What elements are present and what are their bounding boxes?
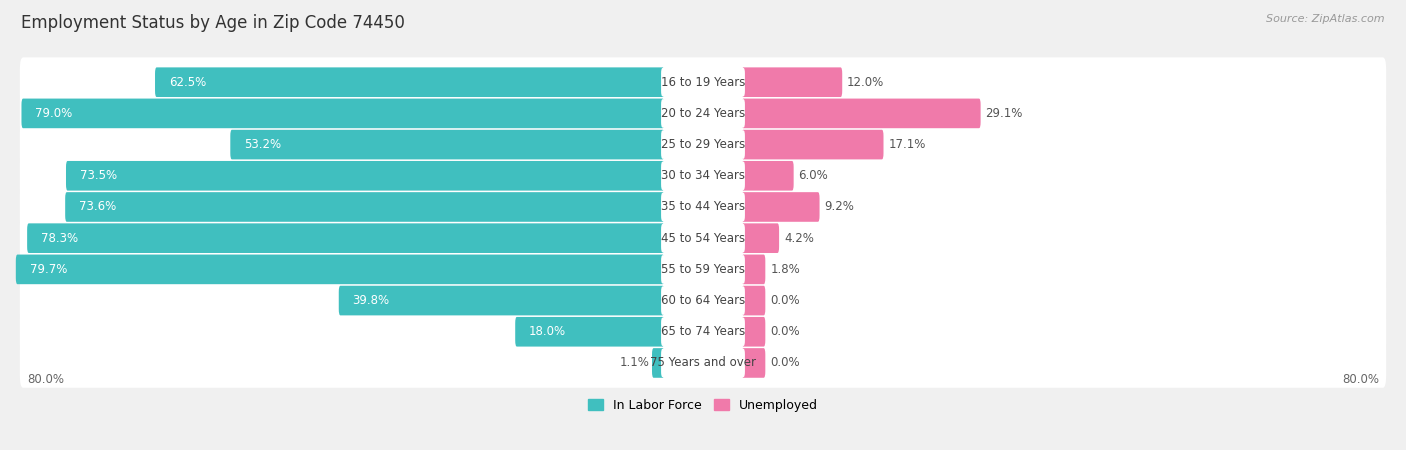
Text: 1.1%: 1.1% [620,356,650,369]
FancyBboxPatch shape [27,223,664,253]
Text: 80.0%: 80.0% [1341,374,1379,387]
FancyBboxPatch shape [742,161,793,191]
FancyBboxPatch shape [155,68,664,97]
FancyBboxPatch shape [231,130,664,159]
FancyBboxPatch shape [20,89,1386,138]
FancyBboxPatch shape [21,99,664,128]
FancyBboxPatch shape [742,192,820,222]
Text: 55 to 59 Years: 55 to 59 Years [661,263,745,276]
FancyBboxPatch shape [661,193,745,221]
Text: 79.7%: 79.7% [30,263,67,276]
Text: 12.0%: 12.0% [846,76,884,89]
Text: 53.2%: 53.2% [245,138,281,151]
Text: 35 to 44 Years: 35 to 44 Years [661,201,745,213]
Text: 18.0%: 18.0% [529,325,567,338]
FancyBboxPatch shape [20,58,1386,107]
Text: 25 to 29 Years: 25 to 29 Years [661,138,745,151]
FancyBboxPatch shape [742,348,765,378]
Text: 39.8%: 39.8% [353,294,389,307]
FancyBboxPatch shape [742,99,980,128]
Text: Source: ZipAtlas.com: Source: ZipAtlas.com [1267,14,1385,23]
FancyBboxPatch shape [742,255,765,284]
Text: 20 to 24 Years: 20 to 24 Years [661,107,745,120]
Text: 62.5%: 62.5% [169,76,207,89]
FancyBboxPatch shape [661,224,745,252]
Text: 17.1%: 17.1% [889,138,925,151]
Text: 79.0%: 79.0% [35,107,73,120]
FancyBboxPatch shape [652,348,664,378]
FancyBboxPatch shape [339,286,664,315]
FancyBboxPatch shape [661,349,745,377]
Text: 6.0%: 6.0% [799,169,828,182]
Text: Employment Status by Age in Zip Code 74450: Employment Status by Age in Zip Code 744… [21,14,405,32]
Legend: In Labor Force, Unemployed: In Labor Force, Unemployed [588,399,818,412]
Text: 73.5%: 73.5% [80,169,117,182]
Text: 45 to 54 Years: 45 to 54 Years [661,232,745,245]
FancyBboxPatch shape [742,68,842,97]
FancyBboxPatch shape [66,161,664,191]
FancyBboxPatch shape [20,151,1386,201]
FancyBboxPatch shape [742,317,765,346]
Text: 75 Years and over: 75 Years and over [650,356,756,369]
FancyBboxPatch shape [15,255,664,284]
FancyBboxPatch shape [742,130,883,159]
FancyBboxPatch shape [742,286,765,315]
Text: 1.8%: 1.8% [770,263,800,276]
Text: 9.2%: 9.2% [824,201,855,213]
Text: 80.0%: 80.0% [27,374,65,387]
Text: 0.0%: 0.0% [770,294,800,307]
Text: 30 to 34 Years: 30 to 34 Years [661,169,745,182]
FancyBboxPatch shape [661,255,745,284]
FancyBboxPatch shape [742,223,779,253]
Text: 78.3%: 78.3% [41,232,77,245]
Text: 4.2%: 4.2% [785,232,814,245]
Text: 0.0%: 0.0% [770,325,800,338]
Text: 65 to 74 Years: 65 to 74 Years [661,325,745,338]
FancyBboxPatch shape [20,244,1386,294]
FancyBboxPatch shape [20,338,1386,388]
FancyBboxPatch shape [661,162,745,190]
Text: 29.1%: 29.1% [986,107,1022,120]
FancyBboxPatch shape [20,307,1386,356]
FancyBboxPatch shape [661,318,745,346]
FancyBboxPatch shape [661,68,745,96]
FancyBboxPatch shape [661,99,745,128]
Text: 60 to 64 Years: 60 to 64 Years [661,294,745,307]
Text: 0.0%: 0.0% [770,356,800,369]
FancyBboxPatch shape [65,192,664,222]
Text: 73.6%: 73.6% [79,201,117,213]
FancyBboxPatch shape [515,317,664,346]
FancyBboxPatch shape [20,182,1386,232]
Text: 16 to 19 Years: 16 to 19 Years [661,76,745,89]
FancyBboxPatch shape [661,130,745,159]
FancyBboxPatch shape [661,286,745,315]
FancyBboxPatch shape [20,120,1386,169]
FancyBboxPatch shape [20,276,1386,325]
FancyBboxPatch shape [20,213,1386,263]
